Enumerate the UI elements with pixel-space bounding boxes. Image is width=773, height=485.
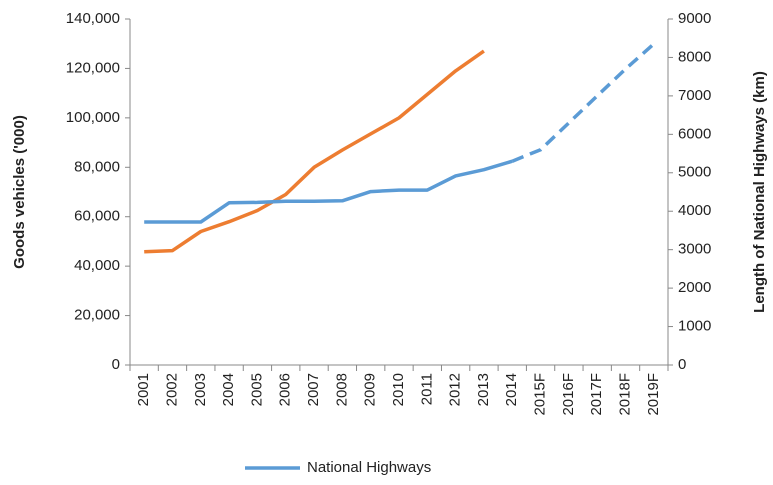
x-tick-label: 2010	[390, 373, 407, 406]
legend-label: National Highways	[307, 459, 431, 476]
y-tick-label: 20,000	[74, 307, 120, 324]
y-tick-label: 120,000	[66, 59, 120, 76]
y-tick-label: 140,000	[66, 10, 120, 27]
line	[511, 42, 655, 163]
x-tick-label: 2017F	[588, 373, 605, 416]
x-tick-label: 2008	[333, 373, 350, 406]
x-tick-label: 2002	[163, 373, 180, 406]
y-tick-label: 80,000	[74, 158, 120, 175]
x-tick-label: 2001	[135, 373, 152, 406]
y-tick-label: 60,000	[74, 208, 120, 225]
x-tick-label: 2018F	[616, 373, 633, 416]
line	[144, 159, 513, 224]
x-tick-label: 2006	[277, 373, 294, 406]
y2-axis-label: Length of National Highways (km)	[751, 71, 768, 313]
y2-tick-label: 8000	[678, 48, 711, 65]
x-tick-label: 2019F	[645, 373, 662, 416]
y2-tick-label: 9000	[678, 10, 711, 27]
x-tick-label: 2012	[447, 373, 464, 406]
x-tick-label: 2005	[248, 373, 265, 406]
y2-tick-label: 4000	[678, 202, 711, 219]
y-tick-label: 40,000	[74, 257, 120, 274]
x-tick-label: 2016F	[560, 373, 577, 416]
x-tick-label: 2004	[220, 373, 237, 406]
y2-tick-label: 7000	[678, 87, 711, 104]
y2-tick-label: 1000	[678, 318, 711, 335]
y2-tick-label: 5000	[678, 164, 711, 181]
y-axis-label: Goods vehicles ('000)	[11, 115, 28, 269]
line	[144, 49, 485, 254]
x-tick-label: 2014	[503, 373, 520, 406]
y-tick-label: 0	[112, 356, 120, 373]
x-tick-label: 2011	[418, 373, 435, 405]
y-tick-label: 100,000	[66, 109, 120, 126]
y2-tick-label: 3000	[678, 241, 711, 258]
x-tick-label: 2003	[192, 373, 209, 406]
x-tick-label: 2007	[305, 373, 322, 406]
y2-tick-label: 6000	[678, 125, 711, 142]
x-tick-label: 2015F	[532, 373, 549, 416]
y2-tick-label: 0	[678, 356, 686, 373]
x-tick-label: 2013	[475, 373, 492, 406]
x-tick-label: 2009	[362, 373, 379, 406]
y2-tick-label: 2000	[678, 279, 711, 296]
